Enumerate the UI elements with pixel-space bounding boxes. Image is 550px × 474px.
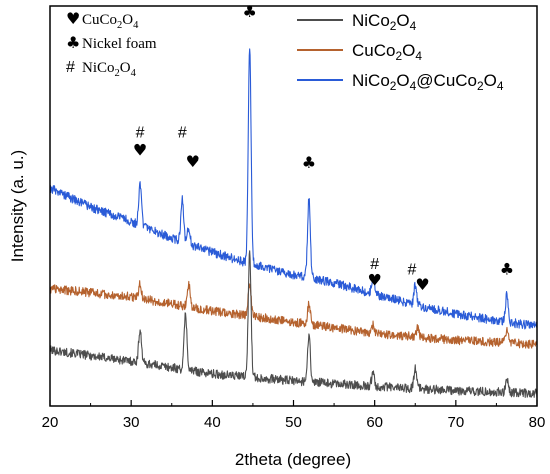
legend-entry-label: NiCo2O4@CuCo2O4 — [352, 71, 504, 93]
x-axis-ticks: 20 30 40 50 60 70 80 — [42, 400, 546, 431]
series-line — [49, 280, 538, 349]
y-axis-title: Intensity (a. u.) — [8, 150, 27, 262]
x-tick-label: 70 — [447, 414, 464, 431]
x-tick-label: 40 — [204, 414, 221, 431]
peak-annotation-symbol: ♥ — [133, 141, 147, 160]
peak-annotation-symbol: # — [136, 124, 145, 141]
legend-entry-label: CuCo2O4 — [352, 41, 422, 63]
key-symbol: # — [66, 59, 75, 76]
key-label: NiCo2O4 — [82, 60, 137, 79]
key-symbol: ♥ — [66, 9, 80, 28]
peak-annotation-symbol: ♣ — [500, 260, 514, 279]
peak-annotation-symbol: # — [408, 262, 417, 279]
peak-annotation-symbol: ♥ — [415, 275, 429, 294]
x-tick-label: 60 — [366, 414, 383, 431]
peak-annotation-symbol: ♥ — [186, 152, 200, 171]
series-curves — [49, 48, 538, 398]
key-label: CuCo2O4 — [82, 12, 139, 31]
x-axis-title: 2theta (degree) — [235, 450, 351, 469]
x-tick-label: 50 — [285, 414, 302, 431]
peak-annotations: #♥#♥♣♣#♥#♥♣ — [133, 2, 514, 294]
peak-annotation-symbol: # — [370, 256, 379, 273]
peak-annotation-symbol: ♣ — [302, 153, 316, 172]
legend-entry-label: NiCo2O4 — [352, 11, 417, 33]
series-line — [49, 48, 538, 330]
x-tick-label: 80 — [529, 414, 546, 431]
legend: NiCo2O4 CuCo2O4 NiCo2O4@CuCo2O4 — [297, 11, 504, 93]
key-symbol: ♣ — [66, 33, 80, 52]
key-label: Nickel foam — [82, 36, 157, 52]
peak-annotation-symbol: ♣ — [242, 2, 256, 21]
series-line — [49, 250, 538, 398]
peak-symbol-key: ♥ CuCo2O4♣ Nickel foam # NiCo2O4 — [66, 9, 157, 79]
peak-annotation-symbol: ♥ — [367, 271, 381, 290]
peak-annotation-symbol: # — [178, 124, 187, 141]
x-tick-label: 20 — [42, 414, 59, 431]
x-tick-label: 30 — [123, 414, 140, 431]
